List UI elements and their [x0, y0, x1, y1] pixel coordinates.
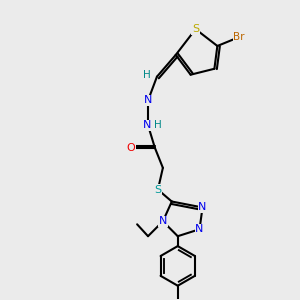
Text: N: N: [143, 120, 151, 130]
Text: H: H: [143, 70, 151, 80]
Text: S: S: [192, 24, 199, 34]
Text: N: N: [195, 224, 204, 234]
Text: Br: Br: [233, 32, 245, 42]
Text: N: N: [159, 216, 167, 226]
Text: O: O: [127, 143, 136, 153]
Text: S: S: [154, 184, 161, 195]
Text: N: N: [198, 202, 207, 212]
Text: N: N: [144, 95, 152, 106]
Text: H: H: [154, 120, 162, 130]
